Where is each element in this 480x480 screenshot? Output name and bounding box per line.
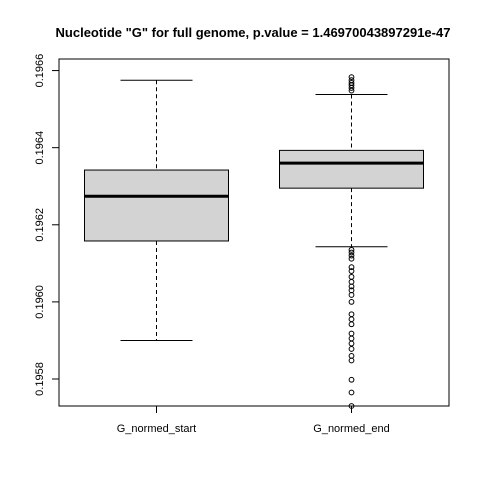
- outlier-point: [349, 274, 354, 279]
- outlier-point: [349, 279, 354, 284]
- outlier-point: [349, 331, 354, 336]
- outlier-point: [349, 322, 354, 327]
- outlier-point: [349, 341, 354, 346]
- y-tick-label: 0.1962: [34, 208, 46, 242]
- y-tick-label: 0.1966: [34, 54, 46, 88]
- x-axis: G_normed_start G_normed_end: [117, 406, 390, 435]
- box-G_normed_start: [85, 80, 229, 340]
- box-G_normed_end: [280, 75, 424, 409]
- chart-title: Nucleotide "G" for full genome, p.value …: [56, 25, 451, 40]
- outlier-point: [349, 347, 354, 352]
- x-tick-label: G_normed_end: [313, 423, 389, 435]
- iqr-box: [85, 170, 229, 241]
- iqr-box: [280, 150, 424, 188]
- y-tick-label: 0.1960: [34, 285, 46, 319]
- outlier-point: [349, 358, 354, 363]
- x-tick-label: G_normed_start: [117, 423, 196, 435]
- y-axis: 0.1958 0.1960 0.1962 0.1964 0.1966: [34, 54, 59, 396]
- outlier-point: [349, 300, 354, 305]
- outlier-point: [349, 336, 354, 341]
- outlier-point: [349, 317, 354, 322]
- outlier-point: [349, 390, 354, 395]
- outlier-point: [349, 353, 354, 358]
- outlier-point: [349, 293, 354, 298]
- boxes-layer: [85, 75, 424, 409]
- outlier-point: [349, 312, 354, 317]
- outlier-point: [349, 256, 354, 261]
- outlier-point: [349, 377, 354, 382]
- y-tick-label: 0.1958: [34, 362, 46, 396]
- y-tick-label: 0.1964: [34, 131, 46, 165]
